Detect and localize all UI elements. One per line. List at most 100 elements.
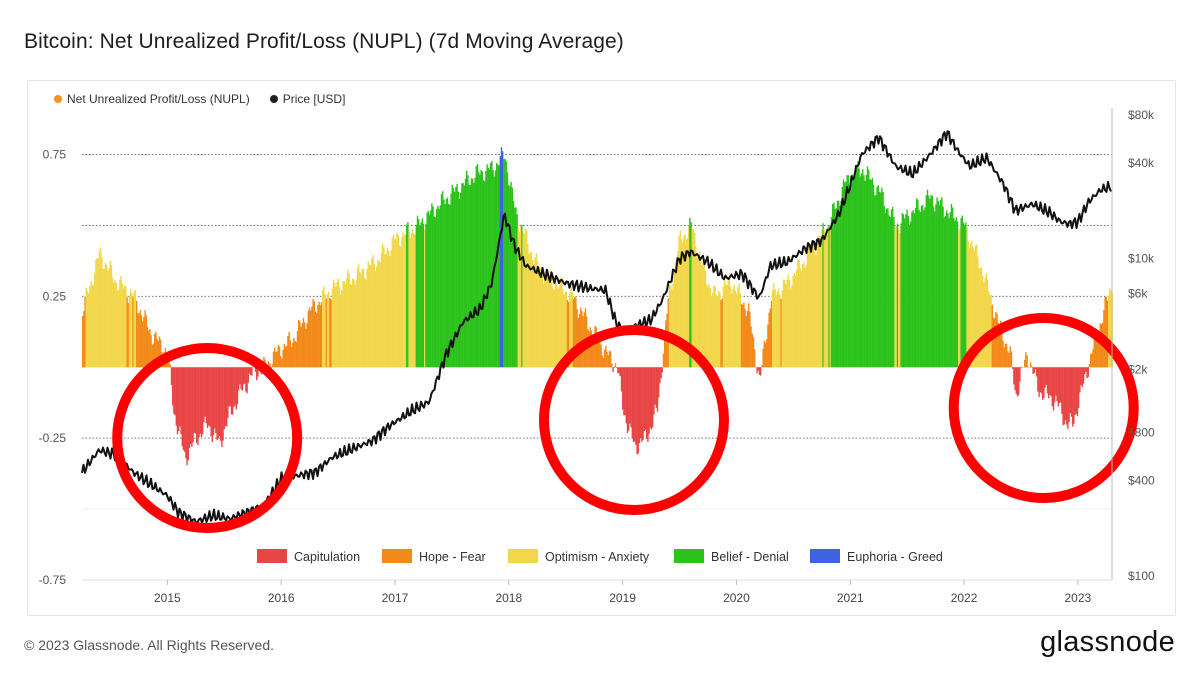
x-tick-label: 2020 xyxy=(723,591,750,605)
nupl-bar xyxy=(805,264,807,368)
nupl-bar xyxy=(930,194,932,368)
nupl-bar xyxy=(374,271,377,368)
nupl-bar xyxy=(324,293,326,368)
nupl-bar xyxy=(106,264,108,368)
nupl-bar xyxy=(356,268,359,368)
legend-item-nupl[interactable]: Net Unrealized Profit/Loss (NUPL) xyxy=(54,92,250,106)
nupl-bar xyxy=(1080,367,1082,386)
nupl-bar xyxy=(947,213,949,368)
nupl-bar xyxy=(1105,296,1107,368)
nupl-bar xyxy=(960,218,962,368)
nupl-bar xyxy=(200,367,203,438)
nupl-bar xyxy=(640,367,642,439)
nupl-bar xyxy=(302,317,305,368)
nupl-bar xyxy=(150,335,152,368)
zone-swatch xyxy=(508,549,538,563)
nupl-bar xyxy=(636,367,638,455)
nupl-bar xyxy=(673,269,675,368)
nupl-bar xyxy=(658,367,660,398)
nupl-bar xyxy=(827,226,829,368)
nupl-bar xyxy=(926,189,929,368)
nupl-bar xyxy=(1054,367,1056,403)
nupl-bar xyxy=(368,264,371,368)
nupl-bar xyxy=(971,240,973,368)
nupl-bar xyxy=(355,280,357,368)
nupl-bar xyxy=(496,163,498,368)
nupl-bar xyxy=(84,296,86,368)
nupl-bar xyxy=(226,367,228,427)
nupl-bar xyxy=(505,161,507,368)
nupl-bar xyxy=(275,351,277,368)
nupl-bar xyxy=(944,215,947,368)
nupl-bar xyxy=(283,343,285,368)
nupl-bar xyxy=(961,215,963,368)
nupl-bar xyxy=(646,367,648,439)
nupl-bar xyxy=(731,293,733,368)
nupl-bar xyxy=(761,365,763,368)
nupl-bars xyxy=(82,147,1113,466)
nupl-bar xyxy=(389,256,391,368)
nupl-bar xyxy=(595,327,597,368)
nupl-bar xyxy=(696,257,698,368)
nupl-bar xyxy=(330,299,332,368)
nupl-bar xyxy=(110,265,113,368)
nupl-bar xyxy=(148,330,150,368)
nupl-bar xyxy=(157,340,159,368)
nupl-bar xyxy=(647,367,649,442)
nupl-bar xyxy=(452,188,455,368)
nupl-bar xyxy=(475,166,477,368)
nupl-bar xyxy=(124,285,126,368)
nupl-bar xyxy=(806,251,809,368)
nupl-bar xyxy=(706,284,708,368)
nupl-bar xyxy=(779,294,781,368)
nupl-bar xyxy=(641,367,643,442)
nupl-bar xyxy=(1036,367,1038,377)
nupl-bar xyxy=(768,312,770,368)
nupl-bar xyxy=(158,336,161,368)
nupl-bar xyxy=(401,237,403,368)
nupl-bar xyxy=(307,310,309,368)
nupl-bar xyxy=(445,199,447,368)
nupl-bar xyxy=(1016,367,1019,397)
nupl-bar xyxy=(976,244,978,368)
nupl-bar xyxy=(449,204,451,368)
nupl-bar xyxy=(734,290,737,368)
nupl-bar xyxy=(1060,367,1062,403)
nupl-bar xyxy=(443,199,445,368)
nupl-bar xyxy=(196,367,198,443)
nupl-bar xyxy=(857,161,859,368)
nupl-bar xyxy=(1038,367,1040,397)
nupl-bar xyxy=(240,367,242,390)
nupl-bar xyxy=(638,367,641,444)
nupl-bar xyxy=(444,204,446,368)
nupl-bar xyxy=(251,367,253,376)
nupl-bar xyxy=(347,269,349,368)
nupl-bar xyxy=(277,344,279,368)
nupl-bar xyxy=(318,301,320,368)
nupl-bar xyxy=(556,283,558,368)
nupl-bar xyxy=(142,321,144,368)
zone-label: Belief - Denial xyxy=(711,550,789,564)
nupl-bar xyxy=(413,233,415,368)
nupl-bar xyxy=(787,274,789,368)
nupl-bar xyxy=(721,298,723,368)
nupl-bar xyxy=(548,274,551,368)
legend-item-price[interactable]: Price [USD] xyxy=(269,92,345,106)
nupl-bar xyxy=(935,204,937,368)
nupl-bar xyxy=(1049,367,1051,396)
nupl-bar xyxy=(637,367,639,454)
nupl-bar xyxy=(958,230,960,368)
nupl-bar xyxy=(894,226,896,368)
nupl-bar xyxy=(472,178,474,368)
nupl-bar xyxy=(953,218,955,368)
nupl-bar xyxy=(920,205,923,368)
nupl-bar xyxy=(883,205,885,368)
nupl-bar xyxy=(470,178,473,368)
nupl-bar xyxy=(412,229,414,368)
nupl-bar xyxy=(992,317,995,368)
nupl-bar xyxy=(211,367,213,442)
nupl-bar xyxy=(349,283,351,368)
nupl-bar xyxy=(414,234,416,368)
zone-label: Capitulation xyxy=(294,550,360,564)
nupl-bar xyxy=(581,310,583,368)
